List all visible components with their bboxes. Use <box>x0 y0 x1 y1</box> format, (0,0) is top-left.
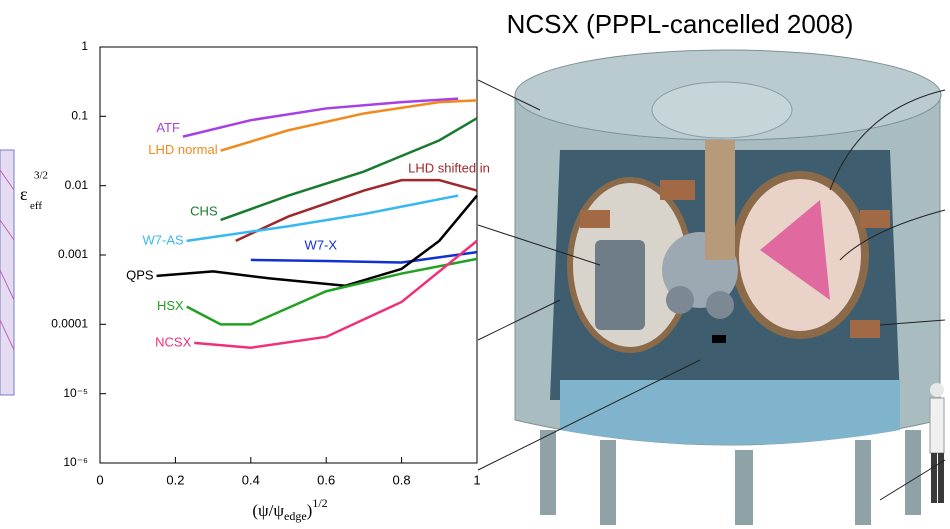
series-line <box>220 117 478 222</box>
x-tick-label: 0.2 <box>166 472 184 487</box>
series-line <box>235 178 478 242</box>
series-label: LHD normal <box>148 142 217 157</box>
x-axis-title-sup: 1/2 <box>312 496 327 510</box>
series-line <box>250 250 478 264</box>
x-axis-title: (ψ/ψedge)1/2 <box>252 496 327 523</box>
series-line <box>182 97 459 138</box>
series-line <box>186 194 459 243</box>
y-axis-title-base: ε <box>20 184 28 204</box>
series-label: LHD shifted in <box>408 160 490 175</box>
series-label: W7-X <box>305 237 338 252</box>
series-line <box>194 239 478 349</box>
x-axis-title-sub: edge <box>284 509 307 523</box>
plot-frame <box>99 46 478 464</box>
cropped-image <box>0 149 15 396</box>
y-tick-label: 1 <box>81 39 88 53</box>
series-line <box>186 257 478 326</box>
y-tick-label: 0.1 <box>71 109 88 123</box>
y-tick-label: 0.0001 <box>51 317 88 331</box>
x-tick-label: 0.8 <box>393 472 411 487</box>
series-label: ATF <box>156 120 180 135</box>
x-axis-title-close: ) <box>307 501 313 520</box>
x-tick-label: 1 <box>473 472 480 487</box>
x-tick-label: 0.4 <box>242 472 260 487</box>
y-axis-title: εeff <box>20 184 42 211</box>
y-tick-label: 0.01 <box>65 178 89 192</box>
x-axis-title-base: (ψ/ψ <box>252 501 284 520</box>
y-axis-title-sub: eff <box>30 200 42 212</box>
cropped-image-lines <box>0 169 15 351</box>
series-label: W7-AS <box>143 232 185 247</box>
series-line <box>220 99 478 152</box>
series-label: QPS <box>126 267 154 282</box>
x-tick-label: 0.6 <box>317 472 335 487</box>
stellarator-illustration <box>477 49 946 525</box>
y-tick-label: 0.001 <box>58 247 88 261</box>
y-tick-label: 10⁻⁵ <box>63 386 88 400</box>
series-label: HSX <box>157 298 184 313</box>
x-tick-label: 0 <box>96 472 103 487</box>
slide-title: NCSX (PPPL-cancelled 2008) <box>507 9 854 39</box>
series-label: NCSX <box>155 334 191 349</box>
series-label: CHS <box>190 203 218 218</box>
y-axis-title-sup: 3/2 <box>34 170 48 182</box>
y-tick-label: 10⁻⁶ <box>63 455 88 469</box>
